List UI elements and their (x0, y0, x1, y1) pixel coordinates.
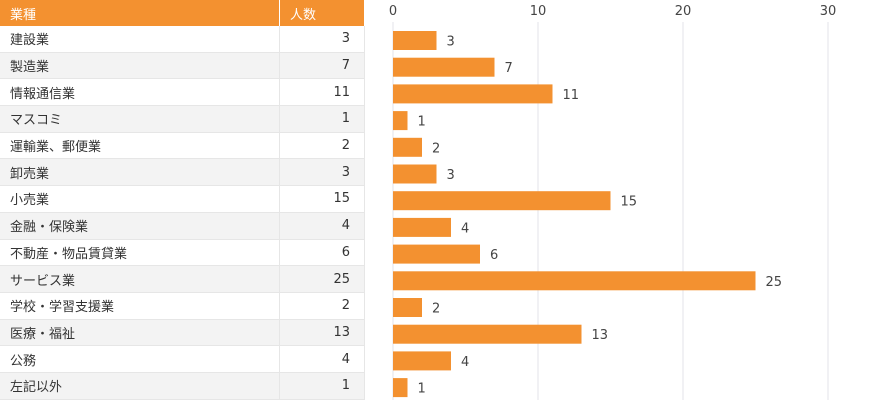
data-label: 11 (563, 88, 580, 103)
count-cell: 6 (279, 239, 365, 267)
table-row: 不動産・物品賃貸業 6 (0, 239, 365, 267)
bar (393, 351, 451, 371)
data-label: 13 (592, 328, 609, 343)
bar (393, 137, 422, 157)
table-row: 建設業 3 (0, 26, 365, 53)
industry-cell: 公務 (0, 345, 280, 373)
data-label: 2 (432, 302, 440, 317)
industry-cell: 建設業 (0, 26, 280, 53)
count-cell: 4 (279, 345, 365, 373)
count-cell: 4 (279, 212, 365, 240)
tick-label: 20 (675, 4, 692, 19)
count-cell: 2 (279, 292, 365, 320)
industry-cell: サービス業 (0, 265, 280, 293)
count-cell: 11 (279, 78, 365, 107)
count-cell: 15 (279, 185, 365, 213)
tick-label: 30 (820, 4, 837, 19)
table-row: 金融・保険業 4 (0, 212, 365, 240)
table-row: 卸売業 3 (0, 158, 365, 187)
count-cell: 13 (279, 319, 365, 347)
industry-cell: 運輸業、郵便業 (0, 132, 280, 160)
bar (393, 164, 437, 184)
count-cell: 7 (279, 52, 365, 80)
bar (393, 298, 422, 317)
bar (393, 244, 480, 264)
table-row: サービス業 25 (0, 265, 365, 293)
table-row: 小売業 15 (0, 185, 365, 213)
data-label: 25 (766, 275, 783, 290)
data-label: 7 (505, 61, 513, 76)
bar (393, 378, 408, 398)
bar (393, 217, 451, 237)
data-label: 1 (418, 115, 426, 130)
count-cell: 1 (279, 372, 365, 400)
industry-cell: 製造業 (0, 52, 280, 80)
header-industry: 業種 (0, 0, 280, 26)
table-row: 情報通信業 11 (0, 78, 365, 107)
data-label: 1 (418, 382, 426, 397)
bar (393, 324, 582, 344)
bar (393, 31, 437, 50)
data-label: 4 (461, 221, 469, 236)
table-row: 運輸業、郵便業 2 (0, 132, 365, 160)
data-label: 3 (447, 35, 455, 50)
header-count: 人数 (279, 0, 365, 26)
count-cell: 1 (279, 105, 365, 133)
data-label: 6 (490, 248, 498, 263)
bar (393, 191, 611, 211)
industry-cell: 左記以外 (0, 372, 280, 400)
industry-cell: 不動産・物品賃貸業 (0, 239, 280, 267)
industry-cell: 医療・福祉 (0, 319, 280, 347)
count-cell: 3 (279, 26, 365, 53)
bar (393, 57, 495, 77)
bar (393, 111, 408, 131)
table-row: 公務 4 (0, 345, 365, 373)
bar (393, 271, 756, 291)
industry-cell: 情報通信業 (0, 78, 280, 107)
table-row: マスコミ 1 (0, 105, 365, 133)
industry-cell: マスコミ (0, 105, 280, 133)
industry-cell: 金融・保険業 (0, 212, 280, 240)
count-cell: 3 (279, 158, 365, 187)
tick-label: 0 (389, 4, 397, 19)
industry-cell: 学校・学習支援業 (0, 292, 280, 320)
table-row: 医療・福祉 13 (0, 319, 365, 347)
bar (393, 84, 553, 104)
tick-label: 10 (530, 4, 547, 19)
count-cell: 25 (279, 265, 365, 293)
table-row: 学校・学習支援業 2 (0, 292, 365, 320)
table-row: 左記以外 1 (0, 372, 365, 400)
industry-cell: 小売業 (0, 185, 280, 213)
table-row: 製造業 7 (0, 52, 365, 80)
data-label: 15 (621, 195, 638, 210)
data-label: 2 (432, 141, 440, 156)
industry-cell: 卸売業 (0, 158, 280, 187)
count-cell: 2 (279, 132, 365, 160)
data-label: 3 (447, 168, 455, 183)
data-label: 4 (461, 355, 469, 370)
data-table: 業種 人数 建設業 3 製造業 7 情報通信業 11 マスコミ 1 運輸業、郵便業 2 卸売業 3 小売… (0, 0, 365, 400)
